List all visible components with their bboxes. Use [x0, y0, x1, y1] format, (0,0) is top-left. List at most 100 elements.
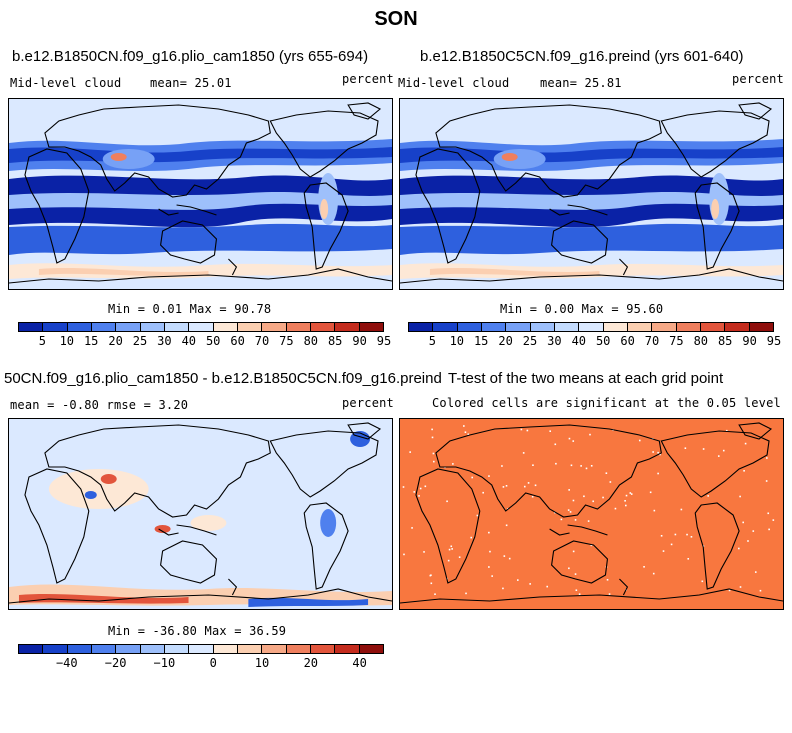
colorbar-tick-label: 40 — [352, 656, 367, 670]
nonsignificant-cell — [433, 460, 435, 463]
colorbar-swatch — [213, 323, 238, 331]
colorbar-tick-label: 50 — [205, 334, 221, 348]
nonsignificant-cell — [652, 572, 655, 575]
colorbar-swatch — [140, 645, 165, 653]
colorbar-swatch — [335, 645, 360, 653]
panel1-minmax-label: Min = 0.01 Max = 90.78 — [108, 302, 272, 316]
colorbar-tick-label: 10 — [449, 334, 465, 348]
colorbar-swatch — [652, 323, 677, 331]
nonsignificant-cell — [463, 425, 465, 427]
nonsignificant-cell — [687, 558, 690, 560]
nonsignificant-cell — [560, 518, 563, 521]
nonsignificant-cell — [503, 555, 506, 557]
colorbar-swatch — [506, 323, 531, 331]
nonsignificant-cell — [589, 433, 591, 436]
nonsignificant-cell — [765, 480, 768, 482]
nonsignificant-cell — [464, 431, 467, 433]
nonsignificant-cell — [754, 571, 757, 573]
colorbar-swatch — [91, 645, 117, 653]
nonsignificant-cell — [722, 449, 725, 452]
colorbar-swatch — [530, 323, 555, 331]
colorbar-tick-label: 85 — [327, 334, 343, 348]
panel2-title: b.e12.B1850C5CN.f09_g16.preind (yrs 601-… — [420, 48, 744, 65]
nonsignificant-cell — [450, 545, 453, 548]
nonsignificant-cell — [419, 487, 422, 490]
nonsignificant-cell — [570, 464, 573, 467]
panel2-mean-label: mean= 25.81 — [540, 76, 622, 90]
panel1-colorbar-ticks: 5 10 15 20 25 30 40 50 60 70 75 80 85 90 95 — [18, 334, 391, 348]
colorbar-tick-label: 75 — [669, 334, 684, 348]
colorbar-swatch — [627, 323, 653, 331]
nonsignificant-cell — [608, 593, 611, 595]
colorbar-tick-label: −40 — [55, 656, 78, 670]
nonsignificant-cell — [585, 467, 588, 470]
colorbar-swatch — [286, 323, 311, 331]
colorbar-swatch — [140, 323, 165, 331]
nonsignificant-cell — [652, 451, 654, 453]
nonsignificant-cell — [602, 496, 604, 499]
nonsignificant-cell — [772, 519, 775, 521]
nonsignificant-cell — [690, 536, 693, 538]
colorbar-swatch — [749, 323, 773, 331]
colorbar-tick-label: 85 — [717, 334, 733, 348]
nonsignificant-cell — [488, 566, 490, 568]
colorbar-swatch — [676, 323, 701, 331]
panel3-map — [8, 418, 393, 610]
nonsignificant-cell — [424, 485, 427, 488]
nonsignificant-cell — [739, 495, 741, 498]
colorbar-tick-label: 20 — [303, 656, 319, 670]
nonsignificant-cell — [434, 593, 436, 595]
nonsignificant-cell — [529, 583, 531, 585]
colorbar-swatch — [310, 323, 336, 331]
nonsignificant-cell — [592, 500, 594, 503]
nonsignificant-cell — [653, 509, 656, 512]
colorbar-tick-label: 20 — [108, 334, 123, 348]
nonsignificant-cell — [572, 550, 575, 553]
nonsignificant-cell — [431, 436, 434, 439]
colorbar-swatch — [67, 323, 92, 331]
colorbar-swatch — [19, 645, 44, 653]
colorbar-tick-label: 60 — [620, 334, 635, 348]
nonsignificant-cell — [728, 589, 731, 592]
nonsignificant-cell — [768, 528, 770, 531]
nonsignificant-cell — [527, 482, 530, 484]
colorbar-tick-label: 90 — [742, 334, 757, 348]
nonsignificant-cell — [549, 430, 552, 432]
colorbar-swatch — [116, 645, 141, 653]
nonsignificant-cell — [482, 491, 484, 494]
colorbar-tick-label: 5 — [38, 334, 47, 348]
colorbar-tick-label: 25 — [522, 334, 538, 348]
nonsignificant-cell — [624, 500, 626, 502]
colorbar-swatch — [335, 323, 360, 331]
colorbar-tick-label: 75 — [279, 334, 294, 348]
nonsignificant-cell — [431, 428, 433, 431]
nonsignificant-cell — [702, 448, 705, 450]
nonsignificant-cell — [526, 429, 529, 432]
panel2-minmax-label: Min = 0.00 Max = 95.60 — [500, 302, 664, 316]
colorbar-tick-label: 30 — [547, 334, 562, 348]
nonsignificant-cell — [657, 472, 659, 475]
colorbar-tick-label: 90 — [352, 334, 367, 348]
nonsignificant-cell — [567, 509, 570, 511]
colorbar-swatch — [19, 323, 44, 331]
colorbar-swatch — [554, 323, 580, 331]
nonsignificant-cell — [520, 428, 523, 431]
nonsignificant-cell — [662, 550, 665, 552]
nonsignificant-cell — [568, 567, 570, 570]
nonsignificant-cell — [532, 464, 534, 466]
panel1-map — [8, 98, 393, 290]
nonsignificant-cell — [476, 514, 479, 517]
nonsignificant-cell — [574, 573, 577, 575]
colorbar-swatch — [359, 645, 383, 653]
nonsignificant-cell — [725, 429, 728, 432]
nonsignificant-cell — [458, 556, 461, 558]
panel4-title: T-test of the two means at each grid poi… — [448, 370, 724, 387]
nonsignificant-cell — [742, 521, 745, 524]
colorbar-swatch — [189, 645, 214, 653]
nonsignificant-cell — [409, 451, 411, 453]
nonsignificant-cell — [605, 472, 608, 474]
nonsignificant-cell — [403, 553, 405, 556]
nonsignificant-cell — [502, 486, 505, 488]
nonsignificant-cell — [660, 535, 663, 537]
colorbar-swatch — [116, 323, 141, 331]
